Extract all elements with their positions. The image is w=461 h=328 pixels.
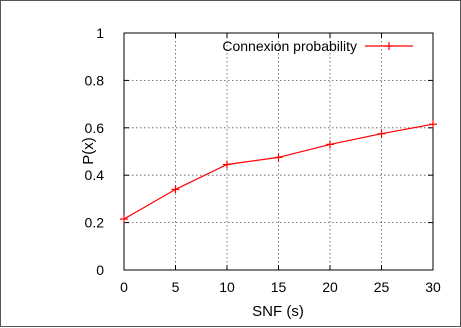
tick-labels-layer: 0 5 10 15 20 25 30 0 0.2 0.4 0.6 0.8 1 <box>85 25 441 295</box>
y-tick-label: 0.8 <box>85 72 105 88</box>
ticks-layer <box>123 32 434 271</box>
data-point <box>377 129 386 138</box>
y-tick-label: 0.2 <box>85 215 105 231</box>
y-tick-label: 1 <box>96 25 104 41</box>
data-point <box>171 185 180 194</box>
legend-marker <box>385 42 393 50</box>
x-tick-label: 30 <box>425 279 441 295</box>
x-tick-label: 25 <box>374 279 390 295</box>
data-point <box>326 140 334 149</box>
x-tick-label: 10 <box>219 279 235 295</box>
x-tick-label: 20 <box>322 279 338 295</box>
x-tick-label: 0 <box>120 279 128 295</box>
x-tick-label: 15 <box>271 279 287 295</box>
grid-layer <box>124 33 433 270</box>
data-point <box>223 160 231 169</box>
y-axis-label: P(x) <box>80 137 97 165</box>
legend-label: Connexion probability <box>222 38 357 54</box>
x-axis-label: SNF (s) <box>252 303 304 320</box>
data-point <box>274 153 283 162</box>
x-tick-label: 5 <box>172 279 180 295</box>
data-point <box>120 215 128 224</box>
y-tick-label: 0 <box>96 262 104 278</box>
y-tick-label: 0.4 <box>85 167 105 183</box>
data-point <box>429 120 437 129</box>
series-layer <box>120 120 437 224</box>
legend: Connexion probability <box>222 38 413 54</box>
y-tick-label: 0.6 <box>85 120 105 136</box>
